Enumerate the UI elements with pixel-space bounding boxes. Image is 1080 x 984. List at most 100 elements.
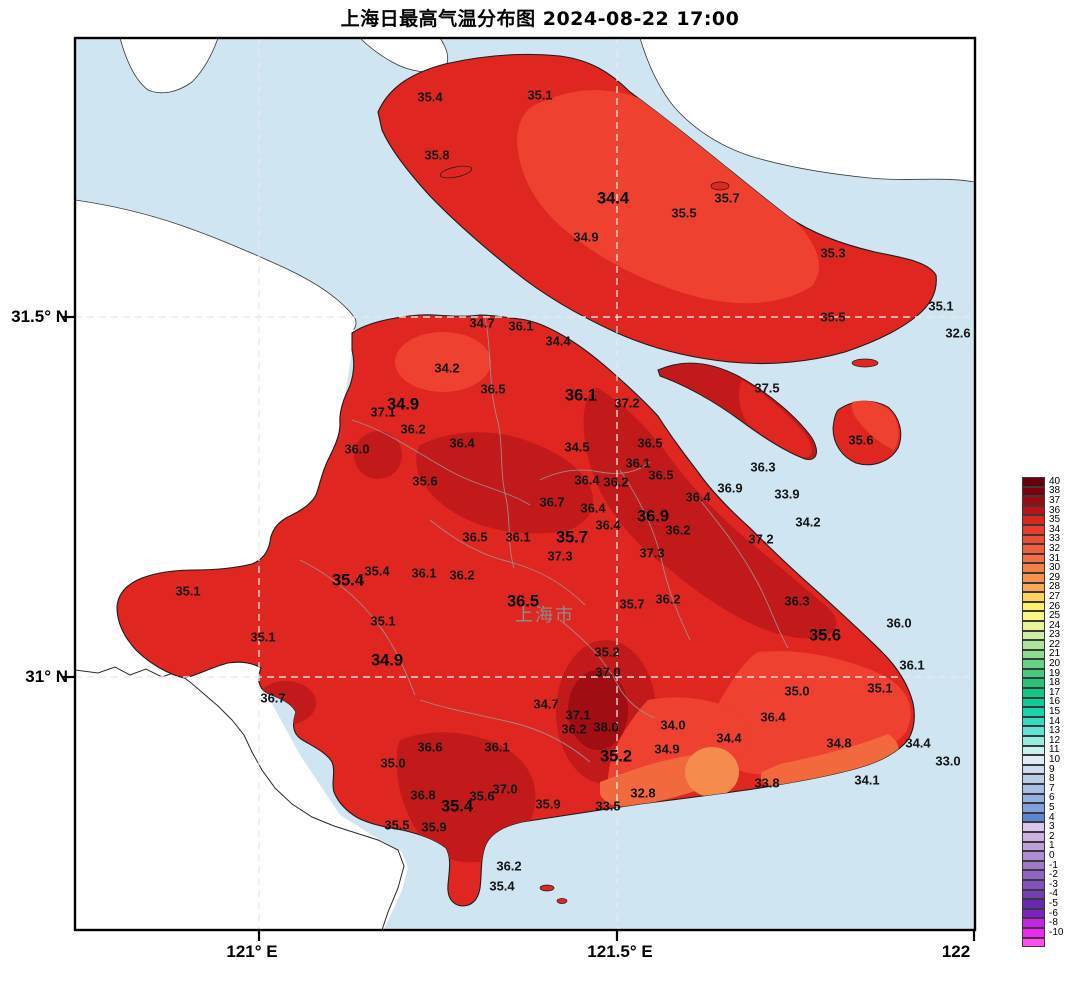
colorbar-tick-label: 9 xyxy=(1049,763,1055,775)
colorbar-tick-label: 10 xyxy=(1049,754,1061,766)
x-axis-tick-label: 122 xyxy=(941,942,971,961)
city-name-label: 上海市 xyxy=(515,605,575,626)
colorbar-tick-label: 11 xyxy=(1049,744,1060,756)
colorbar-tick-label: 35 xyxy=(1049,514,1061,526)
islet xyxy=(556,898,568,904)
jiangsu-land-north xyxy=(639,38,975,183)
colorbar-tick-label: 24 xyxy=(1049,619,1061,631)
colorbar-cell xyxy=(1022,572,1045,583)
colorbar-cell xyxy=(1022,937,1045,948)
page-title: 上海日最高气温分布图 2024-08-22 17:00 xyxy=(340,8,740,30)
colorbar-tick-label: 20 xyxy=(1049,658,1061,670)
colorbar-cell xyxy=(1022,716,1045,727)
colorbar-tick-label: 4 xyxy=(1049,811,1055,823)
colorbar-cell xyxy=(1022,524,1045,535)
colorbar-tick-label: 28 xyxy=(1049,581,1061,593)
province-border-line xyxy=(75,666,405,930)
colorbar-tick-label: 1 xyxy=(1049,840,1055,852)
colorbar-cell xyxy=(1022,611,1045,621)
colorbar-cell xyxy=(1022,707,1045,717)
colorbar-cell xyxy=(1022,803,1045,813)
colorbar-cell xyxy=(1022,582,1045,593)
colorbar-tick-label: 34 xyxy=(1049,523,1061,535)
colorbar-cell xyxy=(1022,668,1045,679)
colorbar-tick-label: 7 xyxy=(1049,782,1055,794)
colorbar-cell xyxy=(1022,553,1045,564)
colorbar-tick-label: -1 xyxy=(1049,859,1058,871)
islet xyxy=(539,884,555,892)
colorbar-cell xyxy=(1022,486,1045,497)
colorbar-tick-label: 29 xyxy=(1049,571,1061,583)
changxing-east xyxy=(739,380,812,458)
colorbar-tick-label: 2 xyxy=(1049,830,1055,842)
colorbar-tick-label: 40 xyxy=(1049,475,1061,487)
colorbar-cell xyxy=(1022,477,1045,487)
colorbar-cell xyxy=(1022,640,1045,650)
colorbar-cell xyxy=(1022,889,1045,900)
islet xyxy=(851,358,879,368)
colorbar: 40 38 3 7 36 35 34 33 32 31 30 29 28 27 2 6 25 24 23 22 21 20… xyxy=(1022,475,1063,948)
colorbar-cell xyxy=(1022,620,1045,631)
colorbar-cell xyxy=(1022,793,1045,804)
colorbar-cell xyxy=(1022,918,1045,928)
colorbar-tick-label: 5 xyxy=(1049,801,1055,813)
colorbar-cell xyxy=(1022,812,1045,823)
colorbar-cell xyxy=(1022,745,1045,756)
colorbar-tick-label: 33 xyxy=(1049,533,1061,545)
colorbar-cell xyxy=(1022,726,1045,737)
colorbar-cell xyxy=(1022,822,1045,832)
islet xyxy=(439,165,473,179)
colorbar-cell xyxy=(1022,774,1045,784)
colorbar-cell xyxy=(1022,927,1045,938)
colorbar-cell xyxy=(1022,764,1045,775)
colorbar-tick-label: 15 xyxy=(1049,706,1061,718)
colorbar-tick-label: 17 xyxy=(1049,686,1061,698)
colorbar-tick-label: 25 xyxy=(1049,610,1061,622)
colorbar-tick-label: 6 xyxy=(1049,792,1055,804)
colorbar-tick-label: 32 xyxy=(1049,542,1061,554)
colorbar-cell xyxy=(1022,755,1045,765)
x-axis-tick-label: 121° E xyxy=(226,942,278,961)
colorbar-cell xyxy=(1022,697,1045,708)
colorbar-tick-label: 30 xyxy=(1049,562,1061,574)
colorbar-cell xyxy=(1022,505,1045,516)
islet xyxy=(710,181,730,191)
colorbar-cell xyxy=(1022,899,1045,909)
colorbar-tick-label: 16 xyxy=(1049,696,1061,708)
colorbar-tick-label: -4 xyxy=(1049,888,1058,900)
colorbar-tick-label: -6 xyxy=(1049,907,1058,919)
colorbar-cell xyxy=(1022,831,1045,842)
colorbar-tick-label: 38 xyxy=(1049,485,1061,497)
colorbar-tick-label: 19 xyxy=(1049,667,1061,679)
colorbar-cell xyxy=(1022,649,1045,660)
colorbar-tick-label: -3 xyxy=(1049,878,1058,890)
colorbar-tick-label: 8 xyxy=(1049,773,1055,785)
colorbar-cell xyxy=(1022,630,1045,641)
y-axis-tick-label: 31° N xyxy=(25,667,68,686)
colorbar-tick-label: 12 xyxy=(1049,734,1061,746)
colorbar-cell xyxy=(1022,860,1045,871)
colorbar-cell xyxy=(1022,592,1045,602)
colorbar-cell xyxy=(1022,544,1045,554)
colorbar-cell xyxy=(1022,496,1045,506)
colorbar-tick-label: 36 xyxy=(1049,504,1061,516)
colorbar-cell xyxy=(1022,908,1045,919)
grid-lines xyxy=(75,38,975,930)
colorbar-tick-label: 23 xyxy=(1049,629,1061,641)
colorbar-tick-label: 3 xyxy=(1049,821,1055,833)
colorbar-tick-label: 22 xyxy=(1049,638,1061,650)
colorbar-tick-label: 14 xyxy=(1049,715,1061,727)
plot-border xyxy=(73,36,977,932)
colorbar-cell xyxy=(1022,678,1045,689)
colorbar-tick-label: -2 xyxy=(1049,869,1058,881)
colorbar-cell xyxy=(1022,688,1045,698)
colorbar-cell xyxy=(1022,601,1045,612)
colorbar-tick-label: -5 xyxy=(1049,897,1058,909)
colorbar-cell xyxy=(1022,870,1045,880)
colorbar-tick-label: 21 xyxy=(1049,648,1061,660)
colorbar-tick-label: 31 xyxy=(1049,552,1061,564)
y-axis-tick-label: 31.5° N xyxy=(11,307,68,326)
colorbar-cell xyxy=(1022,563,1045,573)
colorbar-tick-label: 27 xyxy=(1049,590,1061,602)
